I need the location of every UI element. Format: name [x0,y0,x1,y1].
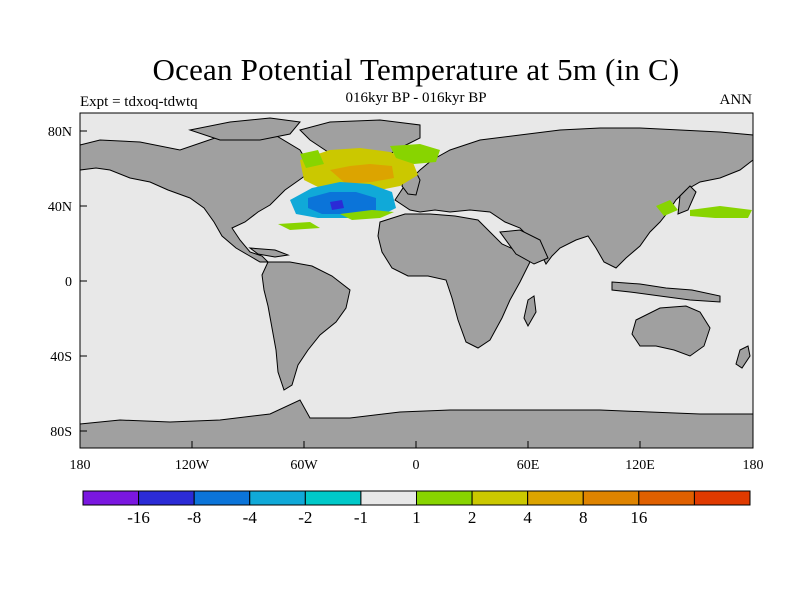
lon-tick-label: 180 [743,458,764,473]
anomaly-japan-sea-green [656,200,678,216]
anomaly-labrador-green [300,150,324,168]
colorbar-labels: -16 -8 -4 -2 -1 1 2 4 8 16 [127,508,647,527]
map-title: Ocean Potential Temperature at 5m (in C) [152,52,680,87]
anomaly-subtropical-coldest [330,200,344,210]
lon-tick-label: 120E [625,458,655,473]
lat-tick-label: 80N [48,125,72,140]
land-new-zealand [735,345,751,369]
land-eurasia [394,127,754,269]
colorbar-box [304,490,362,506]
anomaly-north-atlantic-hot [330,164,394,184]
lon-tick-label: 60W [290,458,318,473]
anomaly-gulf-green [278,222,320,230]
colorbar-label: 8 [579,508,588,527]
colorbar-box [693,490,751,506]
colorbar-label: -16 [127,508,150,527]
lon-tick-label: 180 [70,458,91,473]
land-south-america [261,261,351,391]
anomaly-kuroshio-green [690,206,752,218]
colorbar-box [471,490,529,506]
colorbar-box [193,490,251,506]
land-japan [677,185,697,215]
colorbar-box [82,490,140,506]
land-indonesia [611,281,721,303]
anomaly-mid-atlantic-green [340,210,394,220]
colorbar-label: -2 [298,508,312,527]
lat-tick-label: 40S [50,350,72,365]
lat-tick-label: 0 [65,275,72,290]
lat-tick-label: 40N [48,200,72,215]
colorbar-box [582,490,640,506]
lon-tick-label: 0 [413,458,420,473]
colorbar-label: -4 [243,508,258,527]
lat-tick-label: 80S [50,425,72,440]
colorbar-label: 2 [468,508,477,527]
land-madagascar [523,295,537,328]
colorbar-box [138,490,195,506]
colorbar-label: -8 [187,508,201,527]
axis-ticks [79,130,754,448]
land-caribbean [248,247,290,258]
colorbar-label: 16 [630,508,647,527]
map-subtitle: 016kyr BP - 016kyr BP [345,90,487,106]
colorbar-box [416,490,473,506]
colorbar [82,490,751,506]
land-australia [631,305,711,357]
anomaly-nordic-green [390,144,440,164]
land-arabia [499,229,549,265]
experiment-label: Expt = tdxoq-tdwtq [80,94,198,110]
land-arctic-islands [188,117,301,141]
anomaly-shading [278,144,752,230]
colorbar-box [360,490,417,506]
lon-tick-label: 60E [517,458,540,473]
colorbar-label: 1 [412,508,421,527]
land-masses [79,117,754,449]
period-label: ANN [719,92,753,108]
colorbar-label: -1 [354,508,368,527]
colorbar-label: 4 [523,508,532,527]
land-africa [377,213,531,349]
colorbar-box [249,490,306,506]
colorbar-box [527,490,584,506]
colorbar-box [638,490,695,506]
lon-tick-label: 120W [175,458,210,473]
